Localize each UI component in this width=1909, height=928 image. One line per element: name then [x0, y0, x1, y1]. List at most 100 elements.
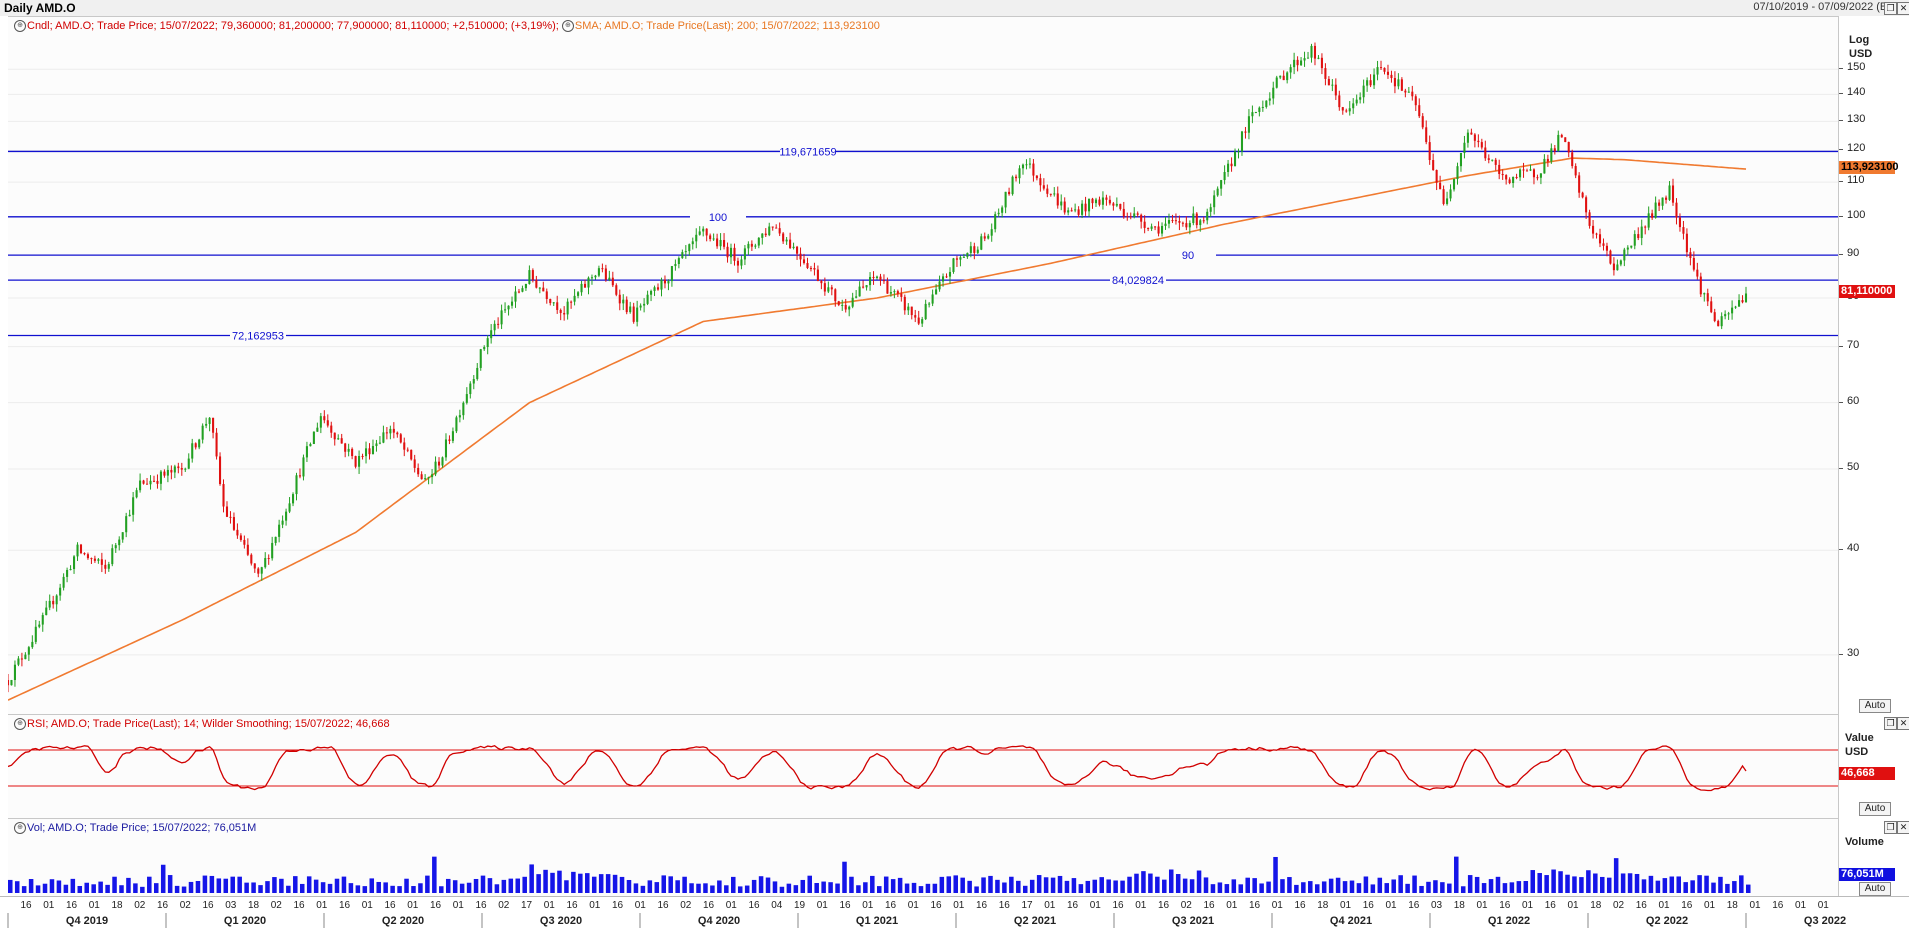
day-tick-label: 17 [1021, 900, 1033, 911]
candle-body [1136, 213, 1139, 215]
volume-bar [668, 876, 673, 893]
day-tick-label: 01 [589, 900, 601, 911]
candle-body [1032, 163, 1035, 176]
price-pane[interactable]: 119,671659 100 90 84,029824 72,162953 ⊕ Cndl;… [8, 16, 1838, 715]
candle-body [1414, 96, 1417, 106]
candle-body [844, 304, 847, 310]
restore-icon[interactable]: ❐ [1884, 821, 1897, 834]
candle-body [660, 279, 663, 290]
candle-body [1640, 226, 1643, 239]
vol-auto-button[interactable]: Auto [1859, 882, 1891, 896]
volume-bar [1189, 879, 1195, 893]
volume-chart[interactable] [8, 819, 1838, 897]
candle-legend[interactable]: Cndl; AMD.O; Trade Price; 15/07/2022; 79… [27, 20, 559, 32]
volume-bar [1328, 878, 1334, 893]
candle-body [1383, 67, 1386, 72]
candle-body [420, 474, 423, 480]
candle-body [1376, 67, 1379, 75]
rsi-auto-button[interactable]: Auto [1859, 802, 1891, 816]
candle-body [1616, 264, 1619, 271]
volume-bar [1606, 877, 1612, 893]
close-icon[interactable]: ✕ [1897, 821, 1909, 834]
candle-body [1063, 201, 1066, 213]
rsi-line [8, 744, 1747, 792]
reference-line-label-bg [1110, 274, 1166, 287]
candle-body [1442, 189, 1445, 204]
candle-body [792, 246, 795, 249]
candle-body [1289, 67, 1292, 73]
restore-icon[interactable]: ❐ [1884, 717, 1897, 730]
date-range: 07/10/2019 - 07/09/2022 (EST) [1753, 1, 1905, 13]
candle-body [538, 287, 541, 289]
candle-body [1087, 198, 1091, 212]
candle-body [837, 301, 840, 305]
candle-body [1685, 233, 1688, 253]
day-tick-label: 01 [1522, 900, 1534, 911]
volume-bar [675, 880, 680, 893]
candle-body [521, 288, 524, 292]
candle-body [1515, 176, 1518, 178]
volume-bar [1586, 870, 1591, 893]
candle-body [872, 276, 875, 278]
candle-body [225, 506, 229, 517]
settings-icon[interactable]: ⊕ [561, 20, 574, 33]
rsi-legend-text[interactable]: RSI; AMD.O; Trade Price(Last); 14; Wilde… [27, 718, 390, 730]
candle-body [125, 516, 128, 533]
price-axis[interactable]: Log USD 30405060708090100110120130140150… [1838, 16, 1899, 714]
vol-legend-text[interactable]: Vol; AMD.O; Trade Price; 15/07/2022; 76,… [27, 822, 257, 834]
settings-icon[interactable]: ⊕ [14, 718, 26, 731]
vol-axis[interactable]: Volume 76,051M Auto [1838, 818, 1897, 896]
quarter-label: Q3 2022 [1804, 915, 1846, 927]
volume-bar [633, 883, 639, 893]
volume-bar [390, 885, 395, 893]
volume-bar [1308, 881, 1313, 893]
candle-body [114, 545, 117, 549]
day-tick-label: 16 [1499, 900, 1511, 911]
candle-body [670, 266, 673, 282]
candle-body [1275, 77, 1278, 88]
restore-icon[interactable]: ❐ [1884, 2, 1897, 15]
settings-icon[interactable]: ⊕ [14, 20, 26, 33]
volume-bar [765, 877, 771, 893]
price-auto-button[interactable]: Auto [1859, 699, 1891, 713]
candle-body [69, 569, 72, 571]
rsi-chart[interactable] [8, 715, 1838, 819]
volume-bar [967, 880, 972, 893]
candle-body [830, 287, 833, 290]
volume-bar [925, 883, 931, 893]
candle-body [1595, 233, 1598, 235]
candle-body [1717, 320, 1720, 327]
candle-body [1557, 134, 1560, 152]
day-tick-label: 01 [1658, 900, 1670, 911]
volume-bar [1690, 880, 1695, 893]
candle-body [1473, 134, 1476, 141]
volume-bar [153, 883, 159, 893]
day-tick-label: 02 [498, 900, 510, 911]
time-axis-chart[interactable]: 16 01 16 01 18 02 16 02 16 03 18 02 16 01 16 01 16 01 16 01… [0, 897, 1909, 928]
volume-pane[interactable]: ⊕ Vol; AMD.O; Trade Price; 15/07/2022; 76… [8, 818, 1838, 897]
day-tick-label: 16 [930, 900, 942, 911]
day-tick-label: 01 [1044, 900, 1056, 911]
candle-body [1727, 313, 1730, 315]
candle-body [1407, 91, 1410, 93]
volume-bar [1440, 882, 1445, 893]
candle-body [1223, 171, 1226, 181]
volume-bar [522, 876, 527, 893]
time-axis[interactable]: 16 01 16 01 18 02 16 02 16 03 18 02 16 01 16 01 16 01 16 01… [0, 896, 1909, 928]
candle-body [184, 468, 187, 470]
candle-body [736, 260, 740, 266]
rsi-axis[interactable]: Value USD 46,668 Auto [1838, 714, 1897, 818]
rsi-axis-unit: USD [1845, 746, 1869, 758]
price-tick-label: 150 [1847, 61, 1866, 74]
sma-legend[interactable]: SMA; AMD.O; Trade Price(Last); 200; 15/0… [574, 20, 880, 32]
price-chart[interactable]: 119,671659 100 90 84,029824 72,162953 [8, 17, 1838, 715]
rsi-pane[interactable]: ⊕ RSI; AMD.O; Trade Price(Last); 14; Wild… [8, 714, 1838, 819]
volume-bar [1655, 880, 1661, 893]
volume-bar [515, 878, 521, 893]
volume-bar [77, 885, 83, 893]
close-icon[interactable]: ✕ [1897, 717, 1909, 730]
candle-body [41, 615, 44, 625]
candle-body [1651, 213, 1654, 218]
settings-icon[interactable]: ⊕ [14, 822, 26, 835]
close-icon[interactable]: ✕ [1897, 2, 1909, 15]
